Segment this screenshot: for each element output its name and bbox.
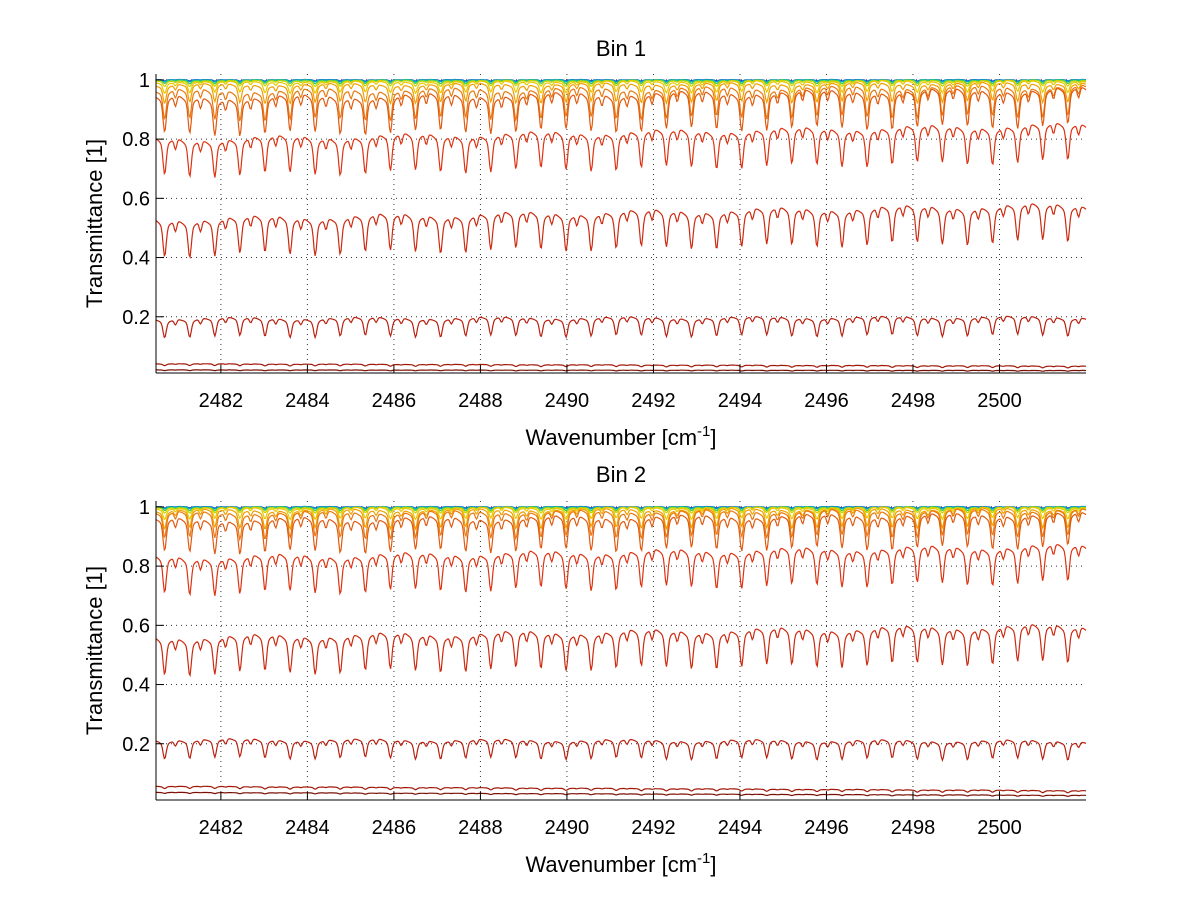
y-tick-label: 0.8 <box>122 129 150 151</box>
x-tick-label: 2488 <box>458 390 503 412</box>
x-tick-label: 2490 <box>545 390 590 412</box>
y-tick-label: 0.2 <box>122 734 150 756</box>
x-tick-label: 2500 <box>977 390 1022 412</box>
y-axis-label: Transmittance [1] <box>82 566 107 735</box>
x-axis-label: Wavenumber [cm-1] <box>525 423 716 450</box>
y-tick-label: 0.4 <box>122 675 150 697</box>
x-tick-label: 2496 <box>804 817 849 839</box>
series-line-12 <box>156 791 1086 797</box>
series-line-8 <box>155 122 1087 179</box>
series-line-6 <box>155 508 1087 542</box>
x-axis-label: Wavenumber [cm-1] <box>525 850 716 877</box>
x-tick-label: 2486 <box>372 817 417 839</box>
series-line-7 <box>155 512 1087 555</box>
chart-title: Bin 1 <box>596 36 646 61</box>
series-line-3 <box>155 79 1087 88</box>
x-tick-label: 2484 <box>285 817 330 839</box>
y-tick-label: 0.6 <box>122 615 150 637</box>
series-line-4 <box>155 506 1087 521</box>
panel-bin-1: 2482 2484 2486 2488 2490 2492 2494 2496 2498 2500… <box>82 36 1087 450</box>
y-tick-label: 0.8 <box>122 556 150 578</box>
series-line-7 <box>155 87 1087 136</box>
series-line-11 <box>156 785 1087 794</box>
series-line-11 <box>156 363 1086 369</box>
y-tick-label: 0.4 <box>122 248 150 270</box>
x-tick-label: 2488 <box>458 817 503 839</box>
x-tick-label: 2484 <box>285 390 330 412</box>
x-tick-label: 2490 <box>545 817 590 839</box>
x-tick-label: 2482 <box>199 390 244 412</box>
x-tick-label: 2498 <box>891 390 936 412</box>
x-tick-label: 2494 <box>718 390 763 412</box>
series-line-4 <box>155 79 1087 95</box>
series-line-5 <box>155 81 1087 106</box>
x-tick-label: 2492 <box>631 390 676 412</box>
y-tick-label: 1 <box>139 497 150 519</box>
x-tick-label: 2482 <box>199 817 244 839</box>
series-line-5 <box>155 507 1087 531</box>
y-tick-label: 0.6 <box>122 188 150 210</box>
x-tick-label: 2492 <box>631 817 676 839</box>
x-tick-label: 2486 <box>372 390 417 412</box>
series-line-9 <box>155 203 1087 260</box>
y-tick-label: 1 <box>139 70 150 92</box>
series-line-10 <box>155 315 1087 340</box>
series-line-9 <box>155 624 1087 678</box>
x-tick-label: 2496 <box>804 390 849 412</box>
x-tick-label: 2498 <box>891 817 936 839</box>
series-line-6 <box>155 84 1087 123</box>
series-line-12 <box>156 369 1086 372</box>
x-tick-label: 2500 <box>977 817 1022 839</box>
series-line-8 <box>155 543 1087 597</box>
plot-area <box>156 74 1086 373</box>
x-tick-label: 2494 <box>718 817 763 839</box>
series-line-10 <box>155 738 1087 763</box>
panel-bin-2: 2482 2484 2486 2488 2490 2492 2494 2496 2498 2500… <box>82 462 1087 877</box>
chart-title: Bin 2 <box>596 462 646 487</box>
plot-area <box>156 501 1086 800</box>
y-axis-label: Transmittance [1] <box>82 139 107 308</box>
y-tick-label: 0.2 <box>122 307 150 329</box>
